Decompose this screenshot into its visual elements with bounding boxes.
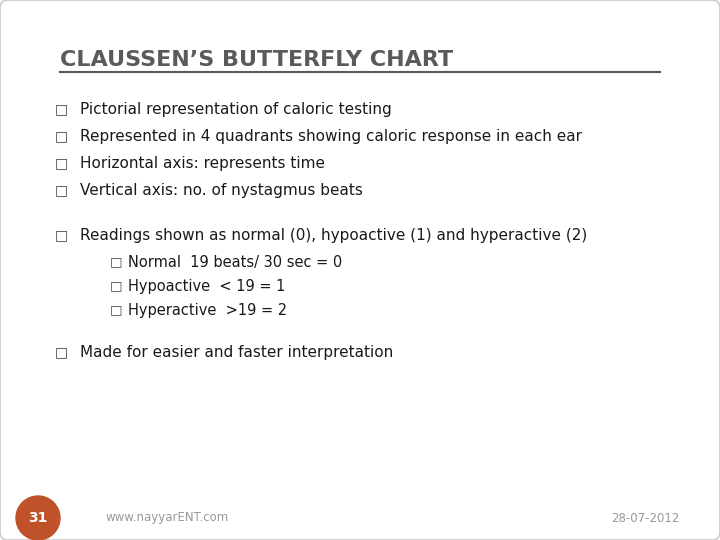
Text: Readings shown as normal (0), hypoactive (1) and hyperactive (2): Readings shown as normal (0), hypoactive… xyxy=(80,228,588,243)
Text: □: □ xyxy=(55,345,68,359)
Text: □: □ xyxy=(110,303,122,316)
Text: 31: 31 xyxy=(28,511,48,525)
Text: CLAUSSEN’S BUTTERFLY CHART: CLAUSSEN’S BUTTERFLY CHART xyxy=(60,50,453,70)
Text: Horizontal axis: represents time: Horizontal axis: represents time xyxy=(80,156,325,171)
Text: 28-07-2012: 28-07-2012 xyxy=(611,511,680,524)
Text: Represented in 4 quadrants showing caloric response in each ear: Represented in 4 quadrants showing calor… xyxy=(80,129,582,144)
Text: Hyperactive  >19 = 2: Hyperactive >19 = 2 xyxy=(128,303,287,318)
Text: □: □ xyxy=(55,183,68,197)
Text: □: □ xyxy=(110,279,122,292)
Text: □: □ xyxy=(110,255,122,268)
Text: Hypoactive  < 19 = 1: Hypoactive < 19 = 1 xyxy=(128,279,285,294)
Text: Normal  19 beats/ 30 sec = 0: Normal 19 beats/ 30 sec = 0 xyxy=(128,255,342,270)
Text: □: □ xyxy=(55,228,68,242)
Text: Pictorial representation of caloric testing: Pictorial representation of caloric test… xyxy=(80,102,392,117)
Text: Vertical axis: no. of nystagmus beats: Vertical axis: no. of nystagmus beats xyxy=(80,183,363,198)
Text: □: □ xyxy=(55,102,68,116)
Circle shape xyxy=(16,496,60,540)
Text: Made for easier and faster interpretation: Made for easier and faster interpretatio… xyxy=(80,345,393,360)
Text: www.nayyarENT.com: www.nayyarENT.com xyxy=(105,511,228,524)
Text: □: □ xyxy=(55,156,68,170)
Text: □: □ xyxy=(55,129,68,143)
